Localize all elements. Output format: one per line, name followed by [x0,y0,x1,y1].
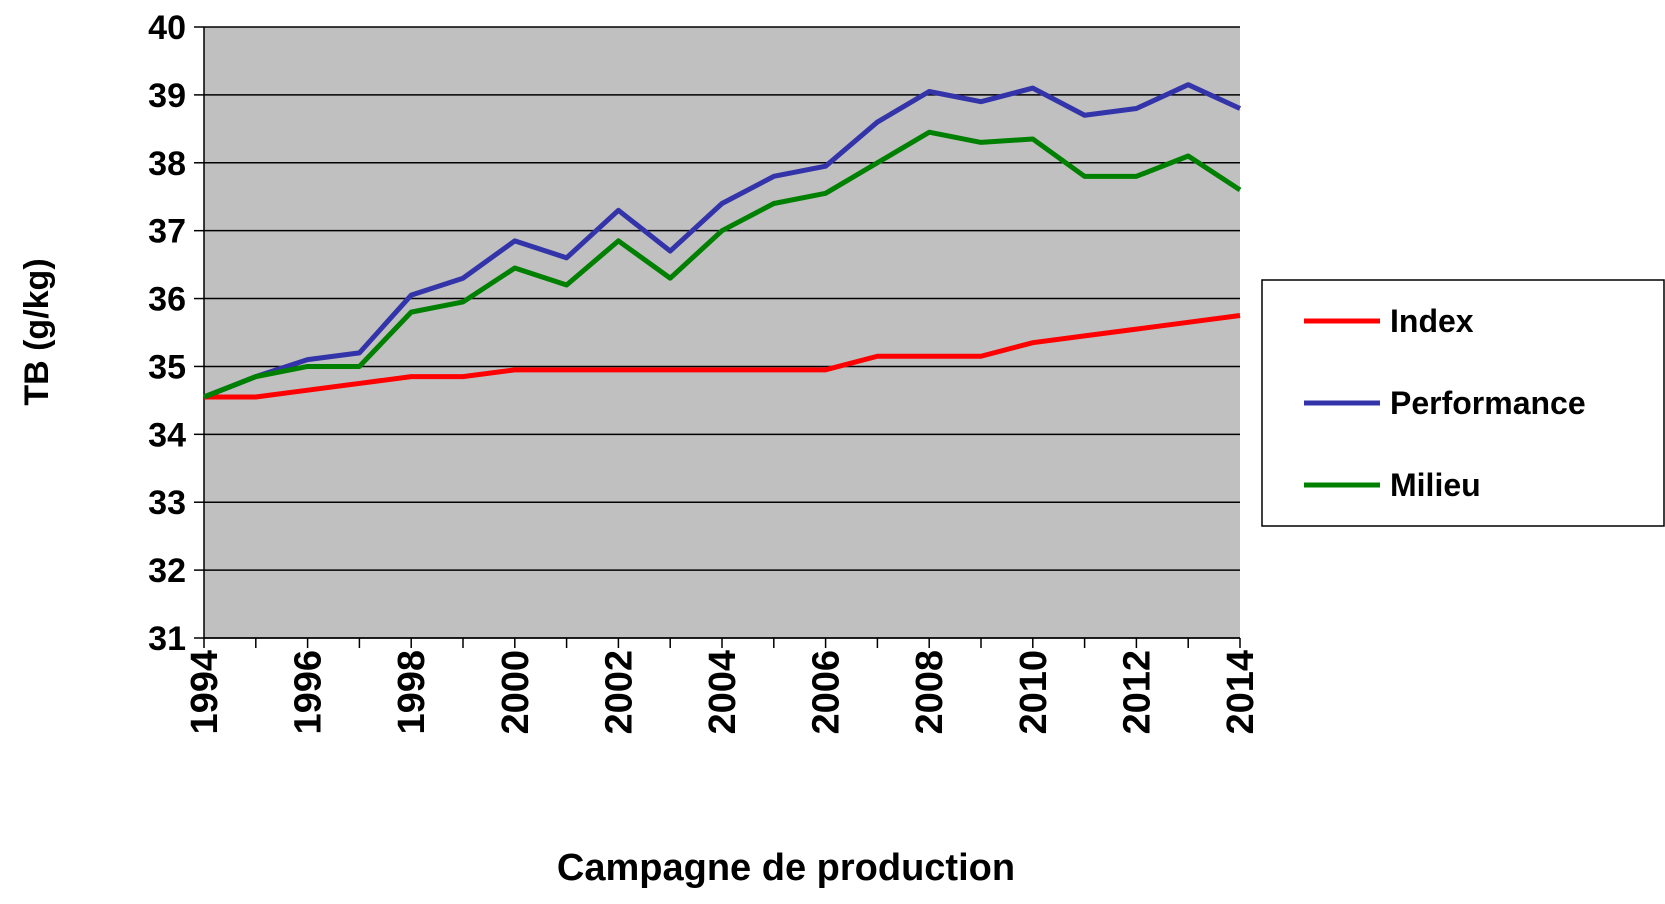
y-tick-label: 32 [148,552,186,590]
x-tick-label: 2012 [1116,650,1158,735]
legend-label: Performance [1390,385,1586,421]
y-tick-label: 40 [148,9,186,47]
x-tick-label: 2002 [598,650,640,735]
line [203,129,1242,400]
y-tick-label: 35 [148,348,186,386]
x-tick-label: 2004 [702,650,744,735]
line [203,82,1242,400]
x-tick-label: 2006 [806,650,848,735]
legend-label: Milieu [1390,467,1481,503]
y-tick-label: 33 [148,484,186,522]
y-tick-label: 31 [148,620,186,658]
x-tick-label: 2008 [909,650,951,735]
y-tick-label: 39 [148,77,186,115]
x-tick-label: 1994 [184,650,226,735]
legend-label: Index [1390,303,1474,339]
x-axis-label: Campagne de production [557,847,1015,889]
y-tick-label: 36 [148,281,186,319]
x-tick-label: 1996 [288,650,330,735]
x-tick-label: 2000 [495,650,537,735]
y-tick-label: 34 [148,416,186,454]
y-tick-label: 38 [148,145,186,183]
y-tick-label: 37 [148,213,186,251]
plot-area [204,27,1240,638]
x-tick-label: 2014 [1220,650,1262,735]
x-tick-label: 1998 [391,650,433,735]
x-tick-label: 2010 [1013,650,1055,735]
y-axis-label: TB (g/kg) [18,258,56,405]
line [204,313,1241,400]
